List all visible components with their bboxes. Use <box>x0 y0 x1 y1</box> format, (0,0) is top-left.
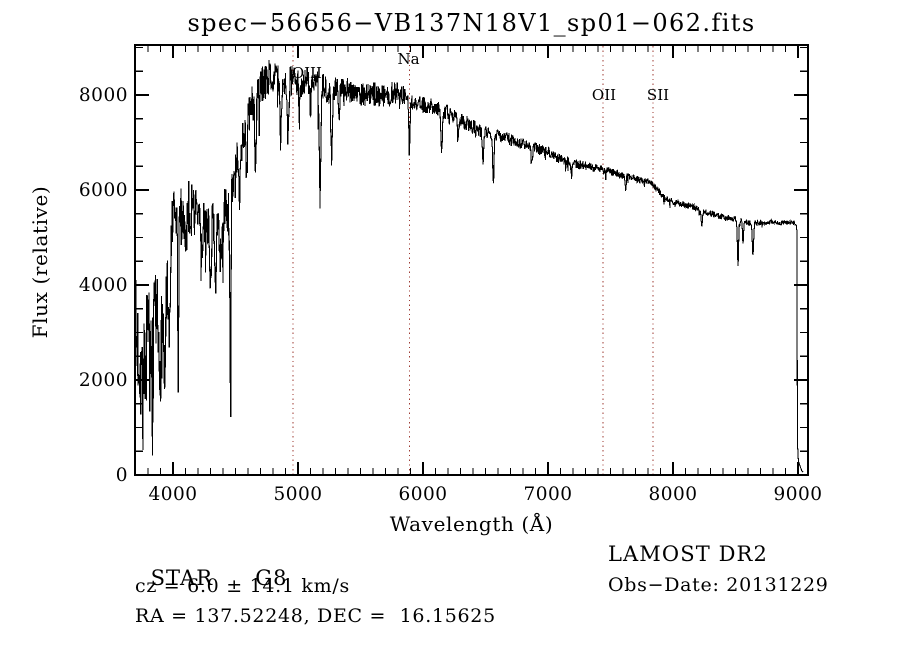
x-tick-label-9000: 9000 <box>773 484 822 505</box>
star-subclass-label: G8 <box>255 566 288 590</box>
y-tick-label-8000: 8000 <box>79 85 128 106</box>
star-class-label: STAR <box>150 566 214 590</box>
line-marker-label-OII: OII <box>592 86 616 104</box>
star-classification-line: STAR G8 <box>135 542 288 590</box>
plot-title: spec−56656−VB137N18V1_sp01−062.fits <box>187 9 756 37</box>
obs-date-label: Obs−Date: 20131229 <box>608 574 829 596</box>
x-tick-label-5000: 5000 <box>273 484 322 505</box>
line-marker-label-Na: Na <box>397 50 419 68</box>
spectrum-line <box>134 59 804 473</box>
y-tick-label-4000: 4000 <box>79 275 128 296</box>
x-tick-label-7000: 7000 <box>523 484 572 505</box>
y-tick-label-2000: 2000 <box>79 370 128 391</box>
x-tick-label-4000: 4000 <box>148 484 197 505</box>
x-tick-label-6000: 6000 <box>398 484 447 505</box>
survey-release-label: LAMOST DR2 <box>608 542 768 566</box>
ra-dec-label: RA = 137.52248, DEC = 16.15625 <box>135 605 496 627</box>
y-tick-label-6000: 6000 <box>79 180 128 201</box>
cz-velocity-label: cz = 6.0 ± 14.1 km/s <box>135 575 350 597</box>
line-marker-label-SII: SII <box>647 86 669 104</box>
x-tick-label-8000: 8000 <box>648 484 697 505</box>
x-axis-title: Wavelength (Å) <box>389 512 554 536</box>
y-tick-label-0: 0 <box>116 465 128 486</box>
plot-frame <box>134 44 809 476</box>
